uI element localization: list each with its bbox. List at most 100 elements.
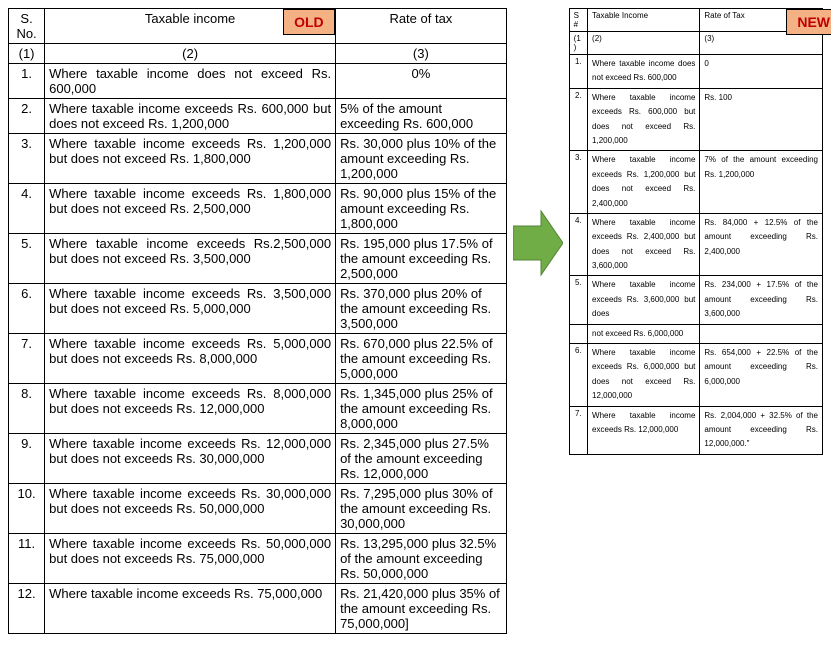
cell-sno: 6. [569, 344, 587, 407]
new-header-sno: S# [569, 9, 587, 32]
cell-income: Where taxable income does not exceed Rs.… [45, 64, 336, 99]
new-subheader-2: (2) [588, 32, 700, 55]
cell-income: Where taxable income exceeds Rs. 600,000… [45, 99, 336, 134]
cell-rate: Rs. 7,295,000 plus 30% of the amount exc… [336, 484, 507, 534]
old-header-sno: S. No. [9, 9, 45, 44]
table-row: 12.Where taxable income exceeds Rs. 75,0… [9, 584, 507, 634]
old-subheader-3: (3) [336, 44, 507, 64]
new-table: S# Taxable Income Rate of Tax (1) (2) (3… [569, 8, 823, 455]
cell-sno: 9. [9, 434, 45, 484]
new-subheader-1: (1) [569, 32, 587, 55]
cell-sno: 7. [9, 334, 45, 384]
cell-rate: Rs. 1,345,000 plus 25% of the amount exc… [336, 384, 507, 434]
table-row: 5.Where taxable income exceeds Rs. 3,600… [569, 276, 822, 324]
cell-rate: Rs. 21,420,000 plus 35% of the amount ex… [336, 584, 507, 634]
cell-income: Where taxable income exceeds Rs. 50,000,… [45, 534, 336, 584]
cell-rate: Rs. 100 [700, 88, 823, 151]
cell-sno: 4. [9, 184, 45, 234]
cell-sno: 3. [569, 151, 587, 214]
cell-rate: Rs. 30,000 plus 10% of the amount exceed… [336, 134, 507, 184]
table-row: 3.Where taxable income exceeds Rs. 1,200… [9, 134, 507, 184]
table-row: 10.Where taxable income exceeds Rs. 30,0… [9, 484, 507, 534]
new-badge: NEW [786, 9, 831, 35]
cell-sno: 12. [9, 584, 45, 634]
cell-rate: Rs. 670,000 plus 22.5% of the amount exc… [336, 334, 507, 384]
cell-rate: 5% of the amount exceeding Rs. 600,000 [336, 99, 507, 134]
table-row: 4.Where taxable income exceeds Rs. 1,800… [9, 184, 507, 234]
cell-income: Where taxable income exceeds Rs. 30,000,… [45, 484, 336, 534]
cell-sno: 3. [9, 134, 45, 184]
table-row: 2.Where taxable income exceeds Rs. 600,0… [9, 99, 507, 134]
cell-rate: Rs. 2,345,000 plus 27.5% of the amount e… [336, 434, 507, 484]
cell-income: Where taxable income exceeds Rs. 3,500,0… [45, 284, 336, 334]
old-header-rate: Rate of tax [336, 9, 507, 44]
table-row: 3.Where taxable income exceeds Rs. 1,200… [569, 151, 822, 214]
cell-income: Where taxable income exceeds Rs. 8,000,0… [45, 384, 336, 434]
cell-rate: 0 [700, 55, 823, 89]
old-subheader-2: (2) [45, 44, 336, 64]
cell-rate: Rs. 13,295,000 plus 32.5% of the amount … [336, 534, 507, 584]
table-row: 7.Where taxable income exceeds Rs. 5,000… [9, 334, 507, 384]
table-row: 1.Where taxable income does not exceed R… [569, 55, 822, 89]
cell-income: Where taxable income exceeds Rs. 3,600,0… [588, 276, 700, 324]
table-row: 2.Where taxable income exceeds Rs. 600,0… [569, 88, 822, 151]
cell-sno: 2. [569, 88, 587, 151]
cell-sno [569, 324, 587, 343]
table-row: 6.Where taxable income exceeds Rs. 6,000… [569, 344, 822, 407]
old-table: S. No. Taxable income Rate of tax (1) (2… [8, 8, 507, 634]
cell-rate: Rs. 84,000 + 12.5% of the amount exceedi… [700, 213, 823, 276]
arrow-right-icon [513, 208, 563, 278]
new-panel: NEW S# Taxable Income Rate of Tax (1) (2… [569, 8, 823, 455]
old-panel: OLD S. No. Taxable income Rate of tax (1… [8, 8, 507, 634]
cell-income: Where taxable income exceeds Rs. 5,000,0… [45, 334, 336, 384]
table-row: 7.Where taxable income exceeds Rs. 12,00… [569, 406, 822, 454]
cell-sno: 1. [569, 55, 587, 89]
new-subheader-row: (1) (2) (3) [569, 32, 822, 55]
cell-sno: 5. [9, 234, 45, 284]
cell-income: Where taxable income exceeds Rs. 1,200,0… [45, 134, 336, 184]
arrow-panel [513, 8, 563, 278]
old-badge: OLD [283, 9, 335, 35]
new-header-income: Taxable Income [588, 9, 700, 32]
cell-sno: 11. [9, 534, 45, 584]
table-row: 11.Where taxable income exceeds Rs. 50,0… [9, 534, 507, 584]
cell-sno: 1. [9, 64, 45, 99]
cell-income: not exceed Rs. 6,000,000 [588, 324, 700, 343]
cell-sno: 6. [9, 284, 45, 334]
cell-income: Where taxable income exceeds Rs. 600,000… [588, 88, 700, 151]
new-header-row: S# Taxable Income Rate of Tax [569, 9, 822, 32]
old-header-row: S. No. Taxable income Rate of tax [9, 9, 507, 44]
cell-rate: 7% of the amount exceeding Rs. 1,200,000 [700, 151, 823, 214]
cell-rate: Rs. 2,004,000 + 32.5% of the amount exce… [700, 406, 823, 454]
cell-sno: 4. [569, 213, 587, 276]
cell-rate: Rs. 90,000 plus 15% of the amount exceed… [336, 184, 507, 234]
cell-income: Where taxable income does not exceed Rs.… [588, 55, 700, 89]
cell-sno: 2. [9, 99, 45, 134]
table-row: 5.Where taxable income exceeds Rs.2,500,… [9, 234, 507, 284]
cell-income: Where taxable income exceeds Rs.2,500,00… [45, 234, 336, 284]
table-row: 4.Where taxable income exceeds Rs. 2,400… [569, 213, 822, 276]
table-row: 6.Where taxable income exceeds Rs. 3,500… [9, 284, 507, 334]
cell-income: Where taxable income exceeds Rs. 6,000,0… [588, 344, 700, 407]
old-subheader-row: (1) (2) (3) [9, 44, 507, 64]
cell-rate [700, 324, 823, 343]
cell-income: Where taxable income exceeds Rs. 1,200,0… [588, 151, 700, 214]
cell-income: Where taxable income exceeds Rs. 2,400,0… [588, 213, 700, 276]
cell-rate: Rs. 370,000 plus 20% of the amount excee… [336, 284, 507, 334]
cell-sno: 5. [569, 276, 587, 324]
cell-income: Where taxable income exceeds Rs. 75,000,… [45, 584, 336, 634]
cell-rate: 0% [336, 64, 507, 99]
cell-rate: Rs. 654,000 + 22.5% of the amount exceed… [700, 344, 823, 407]
cell-sno: 8. [9, 384, 45, 434]
comparison-container: OLD S. No. Taxable income Rate of tax (1… [8, 8, 823, 634]
table-row: 9.Where taxable income exceeds Rs. 12,00… [9, 434, 507, 484]
cell-rate: Rs. 195,000 plus 17.5% of the amount exc… [336, 234, 507, 284]
table-row: 1.Where taxable income does not exceed R… [9, 64, 507, 99]
cell-income: Where taxable income exceeds Rs. 12,000,… [45, 434, 336, 484]
cell-rate: Rs. 234,000 + 17.5% of the amount exceed… [700, 276, 823, 324]
cell-income: Where taxable income exceeds Rs. 12,000,… [588, 406, 700, 454]
old-subheader-1: (1) [9, 44, 45, 64]
table-row: 8.Where taxable income exceeds Rs. 8,000… [9, 384, 507, 434]
cell-income: Where taxable income exceeds Rs. 1,800,0… [45, 184, 336, 234]
cell-sno: 10. [9, 484, 45, 534]
